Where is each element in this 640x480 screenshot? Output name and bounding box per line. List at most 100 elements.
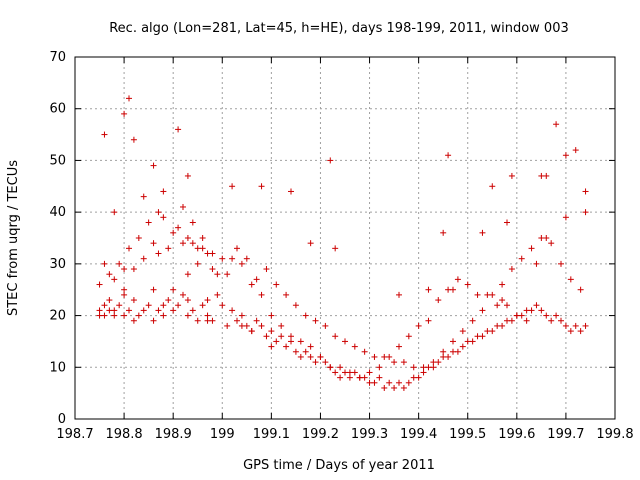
data-point [396, 291, 402, 298]
data-point [381, 384, 388, 391]
data-point [464, 281, 471, 288]
data-point [238, 312, 245, 319]
data-point [337, 364, 344, 371]
data-point [469, 317, 476, 324]
data-point [302, 348, 309, 355]
data-point [219, 255, 226, 262]
data-point [322, 322, 329, 329]
data-point [214, 291, 221, 298]
data-point [258, 322, 265, 329]
data-point [170, 286, 177, 293]
data-point [489, 183, 496, 190]
x-tick-label: 199.2 [302, 427, 339, 442]
data-point [508, 317, 515, 324]
data-point [440, 229, 447, 236]
data-points [96, 95, 589, 391]
y-tick-label: 60 [49, 102, 66, 117]
x-tick-label: 199.1 [253, 427, 290, 442]
data-point [229, 183, 236, 190]
data-point [121, 312, 128, 319]
data-point [184, 271, 191, 278]
data-point [165, 297, 172, 304]
data-point [268, 328, 275, 335]
data-point [160, 312, 167, 319]
data-point [312, 317, 319, 324]
data-point [420, 369, 427, 376]
plot-frame [74, 56, 616, 420]
data-point [445, 152, 452, 159]
data-point [155, 307, 162, 314]
data-point [209, 266, 216, 273]
data-point [160, 214, 167, 221]
data-point [582, 209, 589, 216]
data-point [445, 353, 452, 360]
data-point [361, 348, 368, 355]
data-point [101, 302, 108, 309]
data-point [116, 260, 123, 267]
data-point [454, 276, 461, 283]
data-point [268, 312, 275, 319]
data-point [101, 131, 108, 138]
data-point [572, 322, 579, 329]
data-point [489, 328, 496, 335]
data-point [425, 286, 432, 293]
data-point [582, 188, 589, 195]
data-point [366, 369, 373, 376]
data-point [391, 384, 398, 391]
data-point [459, 328, 466, 335]
data-point [258, 291, 265, 298]
data-point [376, 364, 383, 371]
data-point [121, 291, 128, 298]
data-point [499, 322, 506, 329]
data-point [150, 162, 157, 169]
data-point [430, 359, 437, 366]
data-point [396, 343, 402, 350]
data-point [562, 322, 569, 329]
data-point [209, 250, 216, 257]
data-point [135, 312, 142, 319]
data-point [400, 384, 407, 391]
data-point [238, 322, 245, 329]
data-point [184, 297, 191, 304]
x-tick-label: 199.3 [351, 427, 388, 442]
data-point [189, 240, 196, 247]
data-point [126, 95, 132, 102]
data-point [121, 266, 128, 273]
data-point [253, 317, 260, 324]
data-point [410, 364, 417, 371]
data-point [248, 328, 255, 335]
data-point [111, 307, 118, 314]
data-point [508, 172, 515, 179]
data-point [130, 317, 137, 324]
data-point [577, 328, 584, 335]
y-tick-label: 50 [49, 153, 66, 168]
data-point [562, 152, 569, 159]
data-point [199, 235, 206, 241]
data-point [499, 281, 506, 288]
data-point [224, 322, 231, 329]
data-point [199, 302, 206, 309]
data-point [297, 353, 304, 360]
y-tick-label: 70 [49, 50, 66, 65]
y-tick-label: 0 [58, 412, 66, 427]
x-tick-label: 199.4 [400, 427, 437, 442]
data-point [494, 302, 501, 309]
data-point [346, 374, 353, 381]
data-point [400, 359, 407, 366]
data-point [513, 312, 520, 319]
data-point [577, 286, 584, 293]
data-point [558, 317, 564, 324]
data-point [553, 312, 560, 319]
data-point [283, 343, 290, 350]
data-point [327, 157, 334, 164]
data-point [543, 235, 550, 241]
data-point [440, 348, 447, 355]
x-tick-label: 198.8 [105, 427, 142, 442]
data-point [302, 312, 309, 319]
data-point [504, 219, 510, 226]
data-point [538, 172, 545, 179]
data-point [342, 338, 348, 345]
data-point [219, 302, 226, 309]
data-point [435, 297, 442, 304]
